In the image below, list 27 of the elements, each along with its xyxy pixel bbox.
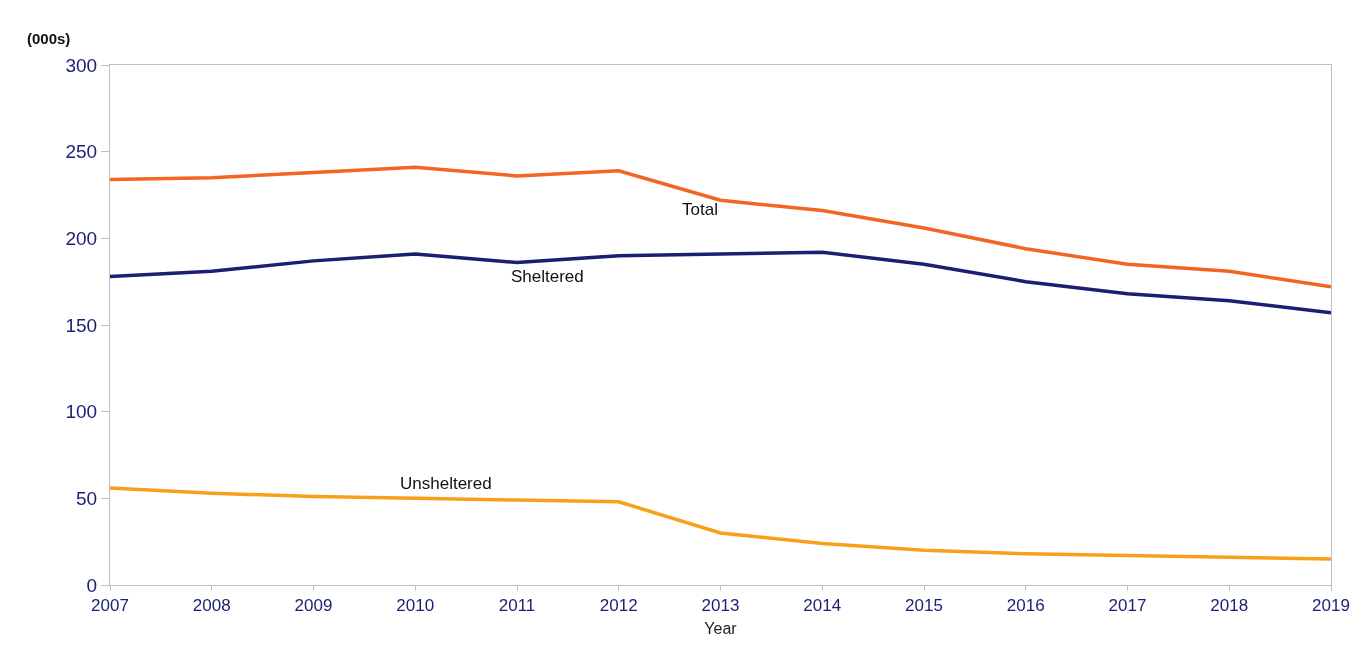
series-label: Unsheltered xyxy=(400,474,492,493)
x-tick-label: 2016 xyxy=(1006,596,1045,616)
x-tick-label: 2019 xyxy=(1312,596,1350,616)
line-series xyxy=(110,165,1331,289)
y-tick-label: 150 xyxy=(65,314,98,336)
x-tick-label: 2015 xyxy=(905,596,943,616)
x-tick-label: 2012 xyxy=(599,596,638,616)
y-tick-label: 200 xyxy=(65,227,98,249)
x-tick-label: 2007 xyxy=(91,596,129,616)
x-tick-label: 2009 xyxy=(294,596,333,616)
x-axis-title: Year xyxy=(704,620,738,638)
x-tick-label: 2010 xyxy=(396,596,435,616)
x-tick-label: 2017 xyxy=(1108,596,1147,616)
x-tick-label: 2018 xyxy=(1210,596,1249,616)
y-tick-label: 50 xyxy=(76,487,98,509)
y-tick-label: 300 xyxy=(65,54,98,76)
x-tick-label: 2008 xyxy=(192,596,231,616)
y-tick-label: 250 xyxy=(65,141,98,163)
x-tick-label: 2014 xyxy=(803,596,842,616)
series-label: Sheltered xyxy=(511,267,584,286)
line-series xyxy=(110,250,1331,315)
x-tick-label: 2011 xyxy=(498,596,536,616)
series-label: Total xyxy=(682,200,718,219)
y-axis-title: (000s) xyxy=(27,30,71,47)
x-tick-label: 2013 xyxy=(701,596,740,616)
y-tick-label: 0 xyxy=(86,574,98,596)
y-tick-label: 100 xyxy=(65,401,98,423)
